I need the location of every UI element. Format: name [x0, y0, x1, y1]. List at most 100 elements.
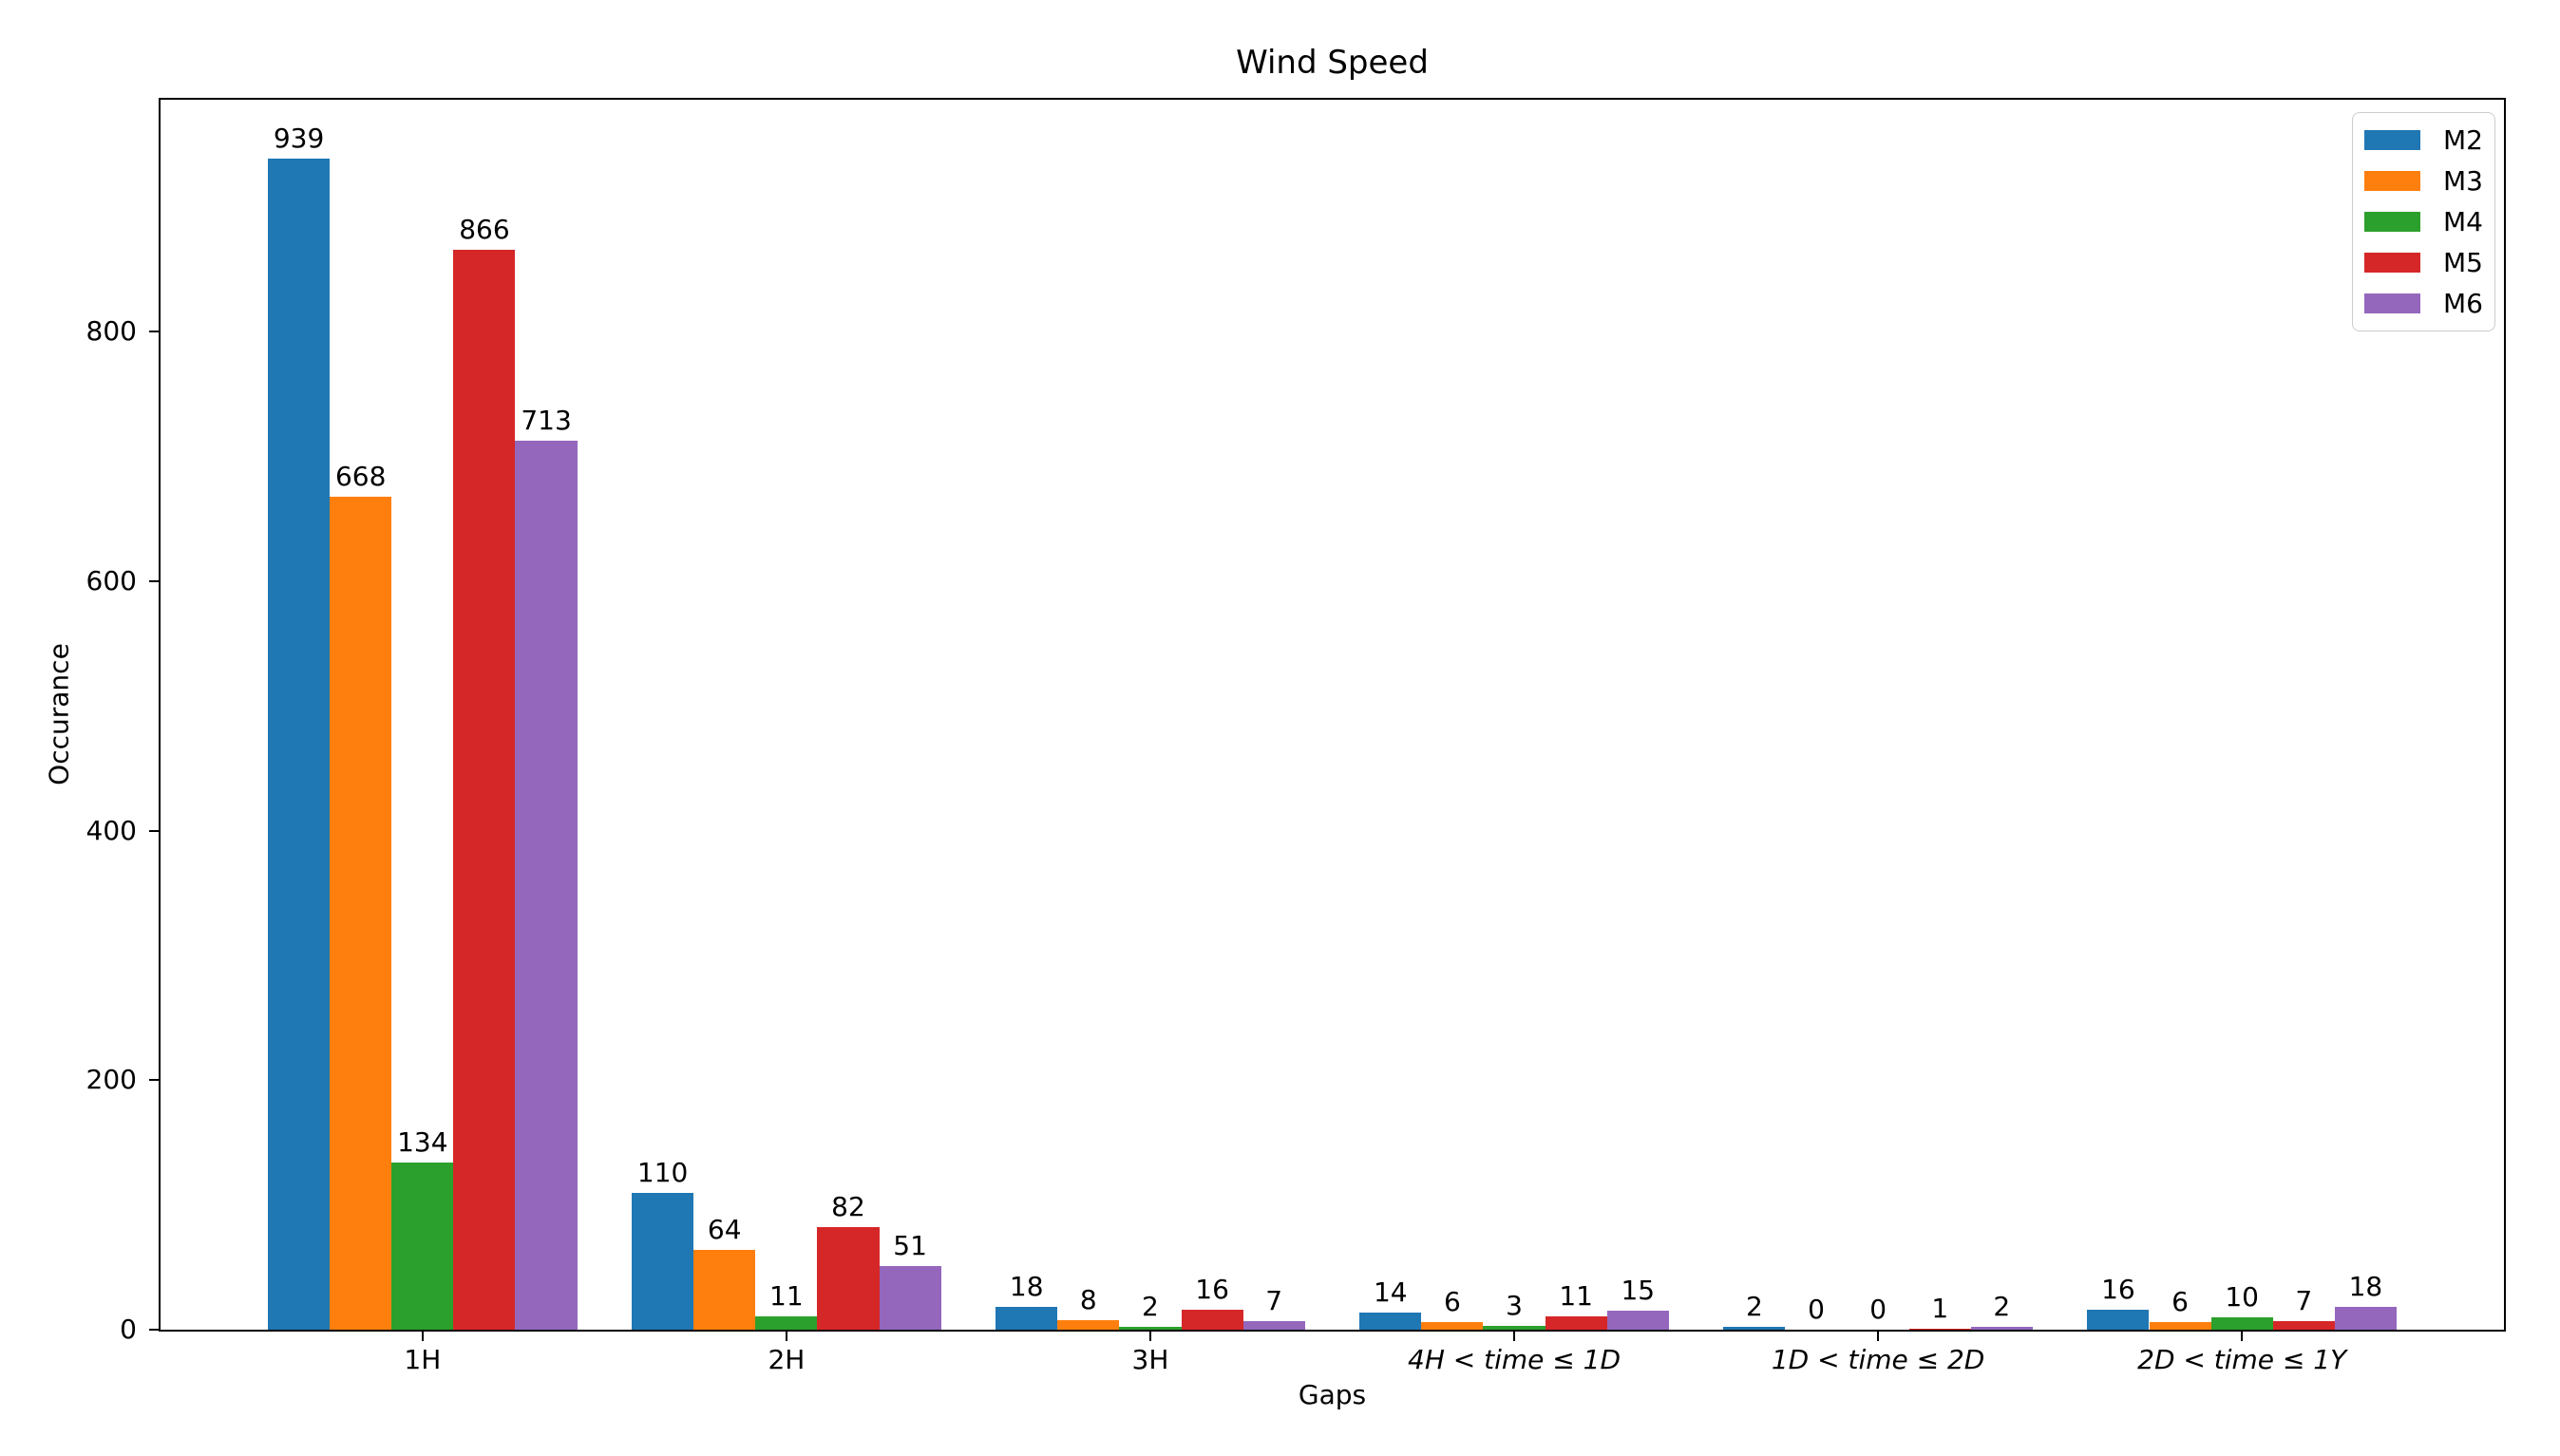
bar-value-label: 7 — [2295, 1284, 2313, 1316]
y-tick-mark — [149, 331, 161, 333]
y-tick-label: 400 — [85, 814, 137, 846]
bar-m2-0 — [268, 158, 331, 1330]
x-tick-label: 1D < time ≤ 2D — [1771, 1344, 1985, 1375]
bar-value-label: 2 — [1993, 1291, 2011, 1323]
y-tick-label: 200 — [85, 1064, 137, 1096]
bar-value-label: 7 — [1265, 1284, 1283, 1316]
x-tick-mark — [1513, 1330, 1516, 1341]
bar-m3-0 — [330, 496, 392, 1330]
legend-label: M2 — [2443, 123, 2483, 156]
bar-value-label: 0 — [1808, 1294, 1825, 1325]
bar-m6-2 — [1242, 1320, 1305, 1330]
bar-m4-3 — [1483, 1326, 1545, 1330]
x-tick-label: 2H — [768, 1344, 806, 1375]
legend-swatch-m3 — [2364, 171, 2420, 191]
legend-item: M2 — [2364, 120, 2483, 161]
legend-item: M3 — [2364, 161, 2483, 201]
bar-m2-2 — [996, 1307, 1058, 1330]
bar-m6-5 — [2334, 1307, 2397, 1330]
bar-value-label: 16 — [2101, 1274, 2135, 1305]
bar-value-label: 14 — [1373, 1276, 1408, 1308]
bar-value-label: 2 — [1142, 1291, 1159, 1323]
bar-value-label: 2 — [1745, 1291, 1763, 1323]
legend-item: M6 — [2364, 283, 2483, 324]
bar-m5-1 — [817, 1227, 880, 1330]
x-tick-label: 1H — [404, 1344, 442, 1375]
bar-value-label: 866 — [459, 213, 510, 245]
x-tick-mark — [421, 1330, 424, 1341]
bar-m3-2 — [1057, 1319, 1120, 1330]
bar-m4-0 — [391, 1163, 454, 1330]
legend-swatch-m5 — [2364, 253, 2420, 273]
bar-value-label: 18 — [1009, 1271, 1044, 1303]
bar-value-label: 10 — [2225, 1280, 2259, 1313]
bar-value-label: 11 — [769, 1279, 804, 1312]
y-tick-mark — [149, 829, 161, 832]
bar-m5-0 — [453, 249, 516, 1330]
bar-value-label: 110 — [636, 1156, 689, 1188]
bar-m2-1 — [632, 1192, 694, 1330]
bar-m5-5 — [2272, 1320, 2335, 1330]
legend-label: M3 — [2443, 164, 2483, 197]
bar-m5-2 — [1181, 1310, 1243, 1330]
bar-m4-2 — [1119, 1327, 1182, 1330]
bar-value-label: 6 — [2171, 1286, 2189, 1318]
x-tick-mark — [785, 1330, 787, 1341]
bar-value-label: 82 — [831, 1191, 865, 1223]
bar-value-label: 1 — [1931, 1292, 1949, 1324]
bar-value-label: 51 — [893, 1230, 927, 1262]
bar-m5-3 — [1545, 1315, 1607, 1330]
bar-m2-3 — [1359, 1312, 1422, 1330]
bar-m2-4 — [1723, 1327, 1786, 1330]
y-axis-label: Occurance — [43, 643, 75, 785]
x-tick-label: 4H < time ≤ 1D — [1408, 1344, 1621, 1375]
bar-m6-0 — [515, 440, 578, 1330]
bar-m2-5 — [2087, 1310, 2150, 1330]
bar-value-label: 11 — [1559, 1279, 1593, 1312]
bar-m6-4 — [1970, 1327, 2033, 1330]
legend-swatch-m4 — [2364, 212, 2420, 232]
y-tick-mark — [149, 1329, 161, 1331]
y-tick-mark — [149, 1079, 161, 1082]
bar-value-label: 16 — [1195, 1274, 1229, 1305]
x-tick-mark — [1877, 1330, 1880, 1341]
x-axis-label: Gaps — [1298, 1379, 1367, 1410]
bar-m4-1 — [755, 1315, 818, 1330]
bar-value-label: 64 — [707, 1213, 742, 1245]
bar-value-label: 939 — [273, 122, 325, 154]
x-tick-mark — [1148, 1330, 1151, 1341]
bar-m3-5 — [2149, 1322, 2211, 1330]
legend-label: M5 — [2443, 246, 2483, 278]
legend-label: M6 — [2443, 287, 2483, 319]
y-tick-mark — [149, 579, 161, 582]
bar-value-label: 15 — [1621, 1275, 1656, 1307]
legend-swatch-m6 — [2364, 293, 2420, 313]
legend-item: M5 — [2364, 242, 2483, 283]
bar-value-label: 134 — [397, 1126, 448, 1159]
bar-value-label: 8 — [1079, 1283, 1097, 1315]
bar-value-label: 6 — [1443, 1286, 1461, 1318]
bar-value-label: 3 — [1506, 1290, 1523, 1322]
x-tick-label: 3H — [1131, 1344, 1169, 1375]
bar-m6-1 — [879, 1266, 941, 1330]
legend: M2 M3 M4 M5 M6 — [2352, 112, 2495, 331]
chart-title: Wind Speed — [1236, 44, 1429, 82]
bar-m3-3 — [1421, 1322, 1484, 1330]
bar-value-label: 0 — [1869, 1294, 1887, 1325]
bar-value-label: 713 — [521, 404, 572, 436]
legend-swatch-m2 — [2364, 130, 2420, 150]
bar-value-label: 18 — [2348, 1271, 2383, 1303]
bar-m4-5 — [2210, 1316, 2273, 1330]
plot-area: 0 200 400 600 800 1H 939 668 134 866 713 2H 110 64 11 8… — [86, 98, 2506, 1375]
bar-m6-3 — [1606, 1311, 1669, 1330]
y-tick-label: 800 — [85, 315, 137, 348]
bar-m5-4 — [1908, 1328, 1971, 1330]
y-tick-label: 600 — [85, 564, 137, 596]
bar-value-label: 668 — [334, 460, 387, 492]
legend-label: M4 — [2443, 205, 2483, 237]
legend-item: M4 — [2364, 201, 2483, 242]
y-tick-label: 0 — [120, 1314, 137, 1345]
x-tick-label: 2D < time ≤ 1Y — [2137, 1344, 2347, 1375]
x-tick-mark — [2241, 1330, 2244, 1341]
